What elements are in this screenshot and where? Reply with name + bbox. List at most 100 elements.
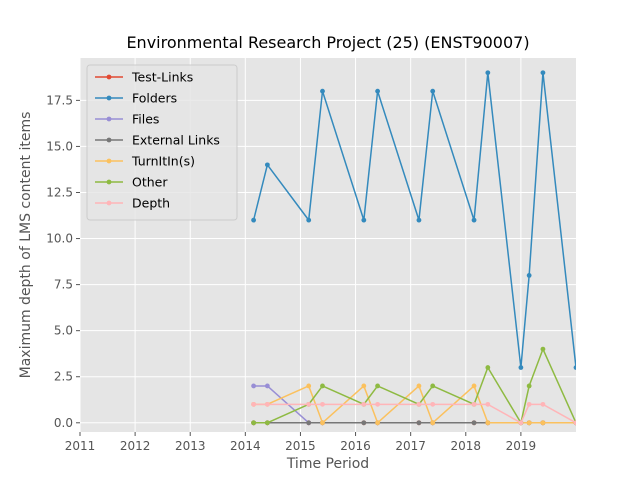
- data-point-depth: [485, 401, 491, 407]
- data-point-folders: [361, 217, 367, 223]
- data-point-depth: [430, 401, 436, 407]
- x-tick-label: 2013: [175, 439, 206, 453]
- series-layer: [251, 70, 576, 426]
- data-point-depth: [416, 401, 422, 407]
- data-point-turnitin-s: [471, 383, 477, 389]
- data-point-other: [264, 420, 270, 426]
- legend-item: External Links: [95, 133, 220, 148]
- data-point-external-links: [361, 420, 367, 426]
- chart-title: Environmental Research Project (25) (ENS…: [126, 33, 529, 52]
- data-point-turnitin-s: [306, 383, 312, 389]
- data-point-folders: [430, 88, 436, 94]
- data-point-depth: [526, 401, 532, 407]
- data-point-depth: [471, 401, 477, 407]
- y-axis: 0.0 2.5 5.0 7.5 10.0 12.5 15.0 17.5: [46, 93, 80, 430]
- legend-swatch-marker: [106, 116, 112, 122]
- x-tick-label: 2018: [451, 439, 482, 453]
- y-tick-label: 7.5: [54, 278, 73, 292]
- x-tick-label: 2011: [65, 439, 96, 453]
- series-depth: [251, 401, 576, 426]
- data-point-other: [540, 346, 546, 352]
- legend: Test-Links Folders Files External Links Turn…: [86, 64, 238, 221]
- data-point-turnitin-s: [416, 383, 422, 389]
- data-point-depth: [573, 420, 576, 426]
- legend-swatch-marker: [106, 95, 112, 101]
- legend-swatch-marker: [106, 200, 112, 206]
- data-point-folders: [526, 272, 532, 278]
- legend-swatch-marker: [106, 137, 112, 143]
- data-point-other: [485, 365, 491, 370]
- data-point-depth: [251, 401, 256, 407]
- data-point-external-links: [416, 420, 422, 426]
- y-tick-label: 12.5: [46, 185, 73, 199]
- data-point-depth: [540, 401, 546, 407]
- series-line-other: [253, 348, 576, 424]
- data-point-turnitin-s: [430, 420, 436, 426]
- data-point-depth: [361, 401, 367, 407]
- x-tick-label: 2015: [285, 439, 316, 453]
- x-axis: 2011 2012 2013 2014 2015 2016 2017 2018 2019: [65, 432, 536, 453]
- data-point-folders: [264, 162, 270, 168]
- legend-label: Depth: [132, 196, 170, 211]
- series-folders: [251, 70, 576, 370]
- legend-label: Other: [132, 175, 168, 190]
- data-point-folders: [485, 70, 491, 76]
- data-point-depth: [306, 401, 312, 407]
- y-tick-label: 17.5: [46, 93, 73, 107]
- legend-item: TurnItIn(s): [95, 154, 195, 169]
- data-point-turnitin-s: [320, 420, 325, 426]
- data-point-folders: [518, 365, 524, 370]
- data-point-folders: [573, 365, 576, 370]
- y-axis-label: Maximum depth of LMS content items: [18, 112, 34, 379]
- data-point-folders: [251, 217, 256, 223]
- legend-item: Other: [95, 175, 168, 190]
- legend-label: TurnItIn(s): [131, 154, 195, 169]
- data-point-folders: [540, 70, 546, 76]
- legend-item: Depth: [95, 196, 170, 211]
- data-point-turnitin-s: [485, 420, 491, 426]
- y-tick-label: 5.0: [54, 324, 73, 338]
- legend-item: Folders: [95, 91, 177, 106]
- data-point-folders: [306, 217, 312, 223]
- data-point-external-links: [306, 420, 312, 426]
- data-point-turnitin-s: [361, 383, 367, 389]
- x-axis-label: Time Period: [286, 456, 369, 472]
- y-tick-label: 2.5: [54, 370, 73, 384]
- legend-label: Test-Links: [131, 70, 193, 85]
- data-point-turnitin-s: [540, 420, 546, 426]
- data-point-depth: [375, 401, 380, 407]
- data-point-depth: [320, 401, 325, 407]
- data-point-files: [251, 383, 256, 389]
- data-point-folders: [416, 217, 422, 223]
- grid: [79, 58, 576, 432]
- legend-label: Files: [132, 112, 159, 127]
- x-tick-label: 2017: [395, 439, 426, 453]
- data-point-files: [264, 383, 270, 389]
- x-tick-label: 2019: [506, 439, 537, 453]
- legend-item: Files: [95, 112, 159, 127]
- data-point-folders: [471, 217, 477, 223]
- legend-label: Folders: [132, 91, 177, 106]
- x-tick-label: 2012: [120, 439, 151, 453]
- x-tick-label: 2016: [340, 439, 371, 453]
- legend-label: External Links: [132, 133, 220, 148]
- data-point-other: [320, 383, 325, 389]
- legend-box: [86, 64, 238, 221]
- data-point-external-links: [471, 420, 477, 426]
- data-point-depth: [264, 401, 270, 407]
- data-point-other: [430, 383, 436, 389]
- x-tick-label: 2014: [230, 439, 261, 453]
- data-point-other: [375, 383, 380, 389]
- legend-swatch-marker: [106, 179, 112, 185]
- y-tick-label: 10.0: [46, 232, 73, 246]
- legend-item: Test-Links: [95, 70, 193, 85]
- y-tick-label: 15.0: [46, 139, 73, 153]
- data-point-depth: [518, 420, 524, 426]
- data-point-turnitin-s: [526, 420, 532, 426]
- series-line-folders: [252, 71, 576, 369]
- data-point-folders: [375, 88, 380, 94]
- data-point-folders: [320, 88, 325, 94]
- legend-swatch-marker: [106, 74, 112, 80]
- data-point-other: [526, 383, 532, 389]
